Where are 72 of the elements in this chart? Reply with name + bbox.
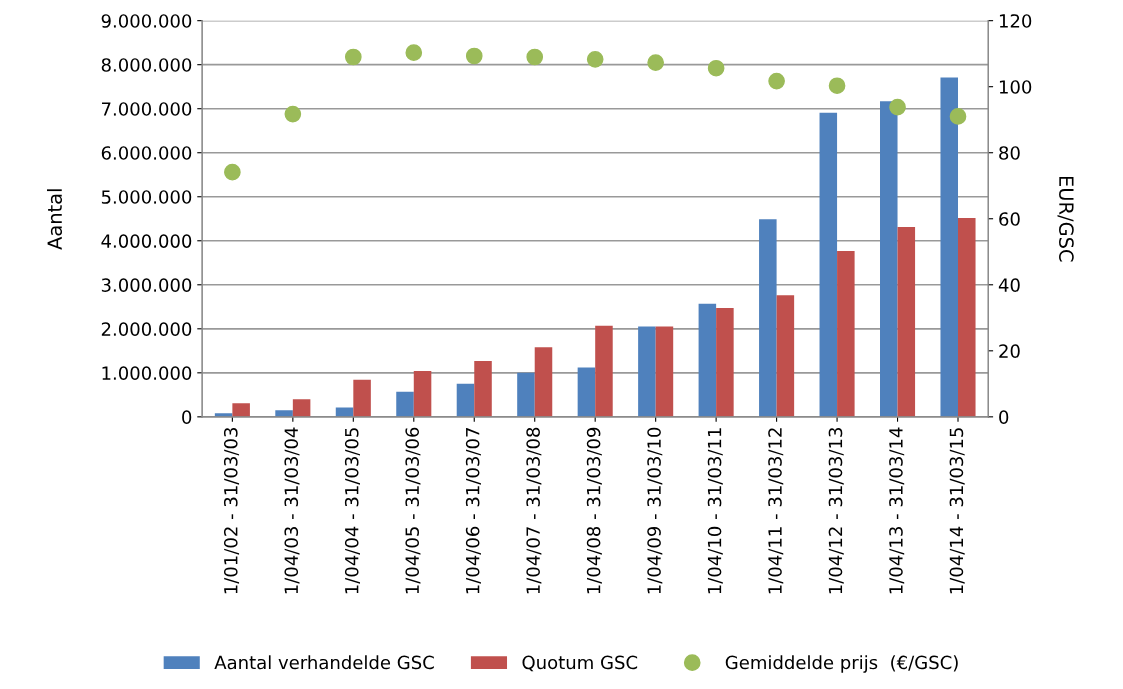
legend-label: Gemiddelde prijs (€/GSC) [725,655,958,673]
bar [474,360,492,417]
point [828,77,846,95]
y-tick-label: 9.000.000 [101,14,192,28]
point [526,48,544,66]
bar [275,410,293,417]
y2-tick-label: 40 [998,278,1020,292]
y2-tick-label: 100 [999,80,1032,94]
bar [759,219,777,417]
y-tick-label: 3.000.000 [101,278,192,292]
point [949,108,967,125]
x-tick-label: 1/04/12 - 31/03/13 [828,428,844,594]
bar [638,326,656,417]
y2-tick-label: 0 [999,410,1009,424]
y2-tick-label: 60 [999,212,1020,226]
x-tick-label: 1/04/05 - 31/03/06 [405,427,421,594]
x-tick-label: 1/04/13 - 31/03/14 [889,427,905,594]
bar [396,391,414,417]
bar [413,371,432,417]
bar [880,101,898,417]
y-tick-label: 7.000.000 [102,102,192,116]
point [405,44,423,62]
point [586,50,604,68]
x-tick-label: 1/04/09 - 31/03/10 [647,427,663,594]
x-tick-label: 1/04/11 - 31/03/12 [768,428,784,594]
point [224,163,241,181]
bar [716,308,734,417]
y-tick-label: 1.000.000 [102,366,192,380]
bar [698,303,717,417]
y2-tick-label: 20 [999,344,1020,358]
bar [595,325,613,417]
bar [353,379,371,417]
point [465,47,483,65]
bar [819,112,838,417]
bar [292,399,311,417]
bar [456,383,475,417]
y-tick-label: 0 [182,410,192,424]
x-tick-label: 1/04/03 - 31/03/04 [284,427,300,594]
legend-label: Aantal verhandelde GSC [214,655,434,670]
x-tick-label: 1/04/04 - 31/03/05 [344,428,360,594]
bar [577,367,596,417]
point [889,98,906,116]
y-tick-label: 8.000.000 [101,58,192,72]
point [344,48,362,66]
y2-tick-label: 120 [999,14,1032,28]
x-tick-label: 1/04/06 - 31/03/07 [465,428,481,594]
y-tick-label: 6.000.000 [101,146,192,160]
point [647,54,664,71]
y-tick-label: 2.000.000 [101,322,192,336]
y-tick-label: 5.000.000 [101,190,192,204]
x-tick-label: 1/04/10 - 31/03/11 [707,428,723,594]
bar [232,403,250,417]
x-tick-label: 1/01/02 - 31/03/03 [223,428,240,594]
bar [655,326,674,417]
bar [940,77,959,417]
y2-axis-title: EUR/GSC [1057,176,1074,262]
bar [776,295,795,417]
x-tick-label: 1/04/08 - 31/03/09 [586,427,602,594]
point [284,105,302,123]
y-axis-title: Aantal [46,189,63,250]
bar [837,250,855,417]
point [707,59,725,77]
x-tick-label: 1/04/07 - 31/03/08 [526,427,542,594]
bar [897,227,916,417]
x-tick-label: 1/04/14 - 31/03/15 [949,428,965,594]
y-tick-label: 4.000.000 [101,234,192,248]
point [768,72,785,90]
bar [534,347,553,417]
y2-tick-label: 80 [999,146,1020,160]
legend-label: Quotum GSC [522,655,638,672]
bar [958,217,976,417]
bar [517,372,535,417]
